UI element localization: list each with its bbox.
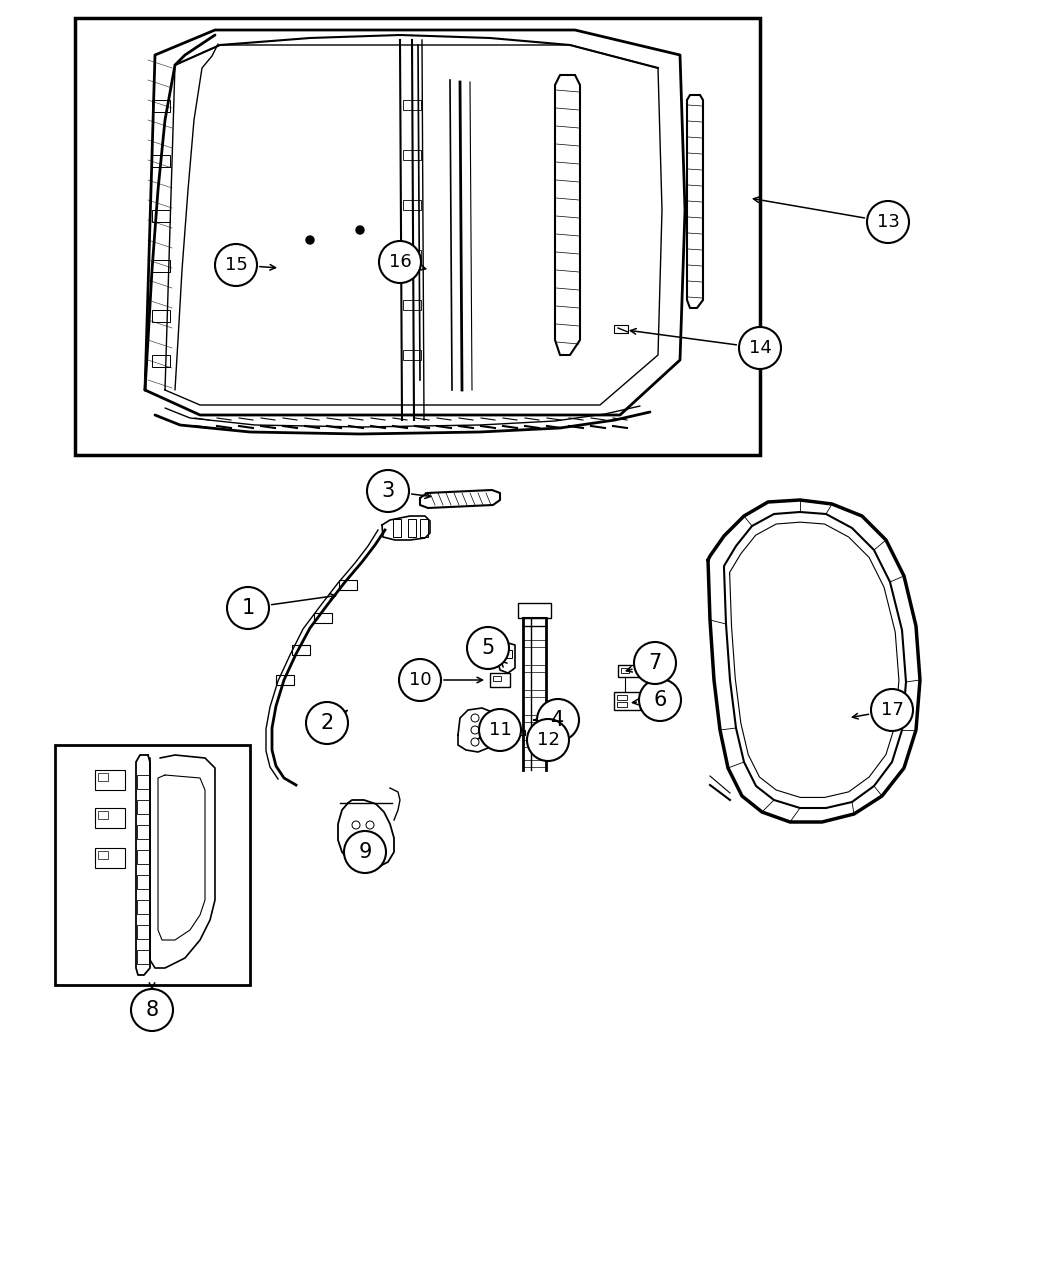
Text: 8: 8 bbox=[146, 1000, 159, 1020]
Circle shape bbox=[215, 244, 257, 286]
Bar bbox=[500, 650, 512, 658]
Circle shape bbox=[356, 226, 364, 235]
Circle shape bbox=[352, 842, 360, 849]
Bar bbox=[152, 310, 170, 323]
Text: 15: 15 bbox=[225, 256, 248, 274]
Bar bbox=[75, 18, 760, 455]
Bar bbox=[523, 666, 546, 672]
Text: 14: 14 bbox=[749, 339, 772, 357]
Bar bbox=[420, 519, 428, 537]
Bar bbox=[403, 150, 421, 159]
Circle shape bbox=[467, 627, 509, 669]
Bar bbox=[490, 673, 510, 687]
Circle shape bbox=[352, 821, 360, 829]
Circle shape bbox=[227, 586, 269, 629]
Bar bbox=[94, 848, 125, 868]
Circle shape bbox=[368, 470, 410, 513]
Circle shape bbox=[366, 842, 374, 849]
Bar bbox=[98, 850, 108, 859]
Bar bbox=[136, 924, 149, 938]
Bar bbox=[152, 99, 170, 112]
Bar bbox=[94, 808, 125, 827]
Bar bbox=[98, 773, 108, 782]
Bar bbox=[136, 900, 149, 914]
Bar bbox=[617, 695, 627, 700]
Bar bbox=[339, 580, 357, 590]
Circle shape bbox=[872, 688, 914, 731]
Bar bbox=[614, 325, 628, 333]
Text: 12: 12 bbox=[537, 731, 560, 748]
Bar bbox=[403, 200, 421, 210]
Bar bbox=[98, 811, 108, 819]
Bar bbox=[152, 354, 170, 367]
Bar bbox=[621, 668, 629, 673]
Circle shape bbox=[306, 703, 348, 745]
Circle shape bbox=[479, 709, 521, 751]
Circle shape bbox=[527, 719, 569, 761]
Circle shape bbox=[471, 714, 479, 722]
Circle shape bbox=[634, 643, 676, 683]
Bar bbox=[617, 703, 627, 708]
Text: 7: 7 bbox=[649, 653, 662, 673]
Bar bbox=[314, 613, 332, 623]
Circle shape bbox=[471, 725, 479, 734]
Circle shape bbox=[306, 236, 314, 244]
Bar bbox=[523, 715, 546, 722]
Bar bbox=[408, 519, 416, 537]
Bar bbox=[523, 690, 546, 697]
Bar bbox=[614, 692, 640, 710]
Bar bbox=[136, 950, 149, 964]
Bar bbox=[523, 760, 546, 768]
Circle shape bbox=[739, 326, 781, 368]
Text: 16: 16 bbox=[388, 252, 412, 272]
Circle shape bbox=[379, 241, 421, 283]
Text: 6: 6 bbox=[653, 690, 667, 710]
Bar bbox=[494, 676, 501, 681]
Text: 2: 2 bbox=[320, 713, 334, 733]
Bar bbox=[276, 674, 294, 685]
Bar bbox=[136, 775, 149, 789]
Text: 3: 3 bbox=[381, 481, 395, 501]
Text: 17: 17 bbox=[881, 701, 903, 719]
Circle shape bbox=[366, 821, 374, 829]
Bar bbox=[403, 351, 421, 360]
Bar bbox=[393, 519, 401, 537]
Circle shape bbox=[399, 659, 441, 701]
Bar bbox=[403, 99, 421, 110]
Text: 1: 1 bbox=[242, 598, 254, 618]
Bar bbox=[136, 850, 149, 864]
Text: 11: 11 bbox=[488, 720, 511, 739]
Bar bbox=[292, 645, 310, 655]
Circle shape bbox=[867, 201, 909, 244]
Bar bbox=[523, 740, 546, 747]
Bar bbox=[136, 825, 149, 839]
Bar bbox=[136, 799, 149, 813]
Bar bbox=[403, 250, 421, 260]
Text: 9: 9 bbox=[358, 842, 372, 862]
Bar bbox=[519, 731, 525, 734]
Bar bbox=[152, 260, 170, 272]
Circle shape bbox=[344, 831, 386, 873]
Text: 13: 13 bbox=[877, 213, 900, 231]
Bar bbox=[403, 300, 421, 310]
Circle shape bbox=[639, 680, 681, 720]
Bar bbox=[618, 666, 640, 677]
Bar bbox=[136, 875, 149, 889]
Bar bbox=[523, 640, 546, 646]
Bar bbox=[152, 156, 170, 167]
Bar bbox=[152, 210, 170, 222]
Circle shape bbox=[471, 738, 479, 746]
Bar bbox=[518, 603, 551, 618]
Bar bbox=[94, 770, 125, 790]
Text: 5: 5 bbox=[481, 638, 495, 658]
Text: 4: 4 bbox=[551, 710, 565, 731]
Circle shape bbox=[131, 989, 173, 1031]
Circle shape bbox=[537, 699, 579, 741]
Text: 10: 10 bbox=[408, 671, 432, 688]
Bar bbox=[55, 745, 250, 986]
